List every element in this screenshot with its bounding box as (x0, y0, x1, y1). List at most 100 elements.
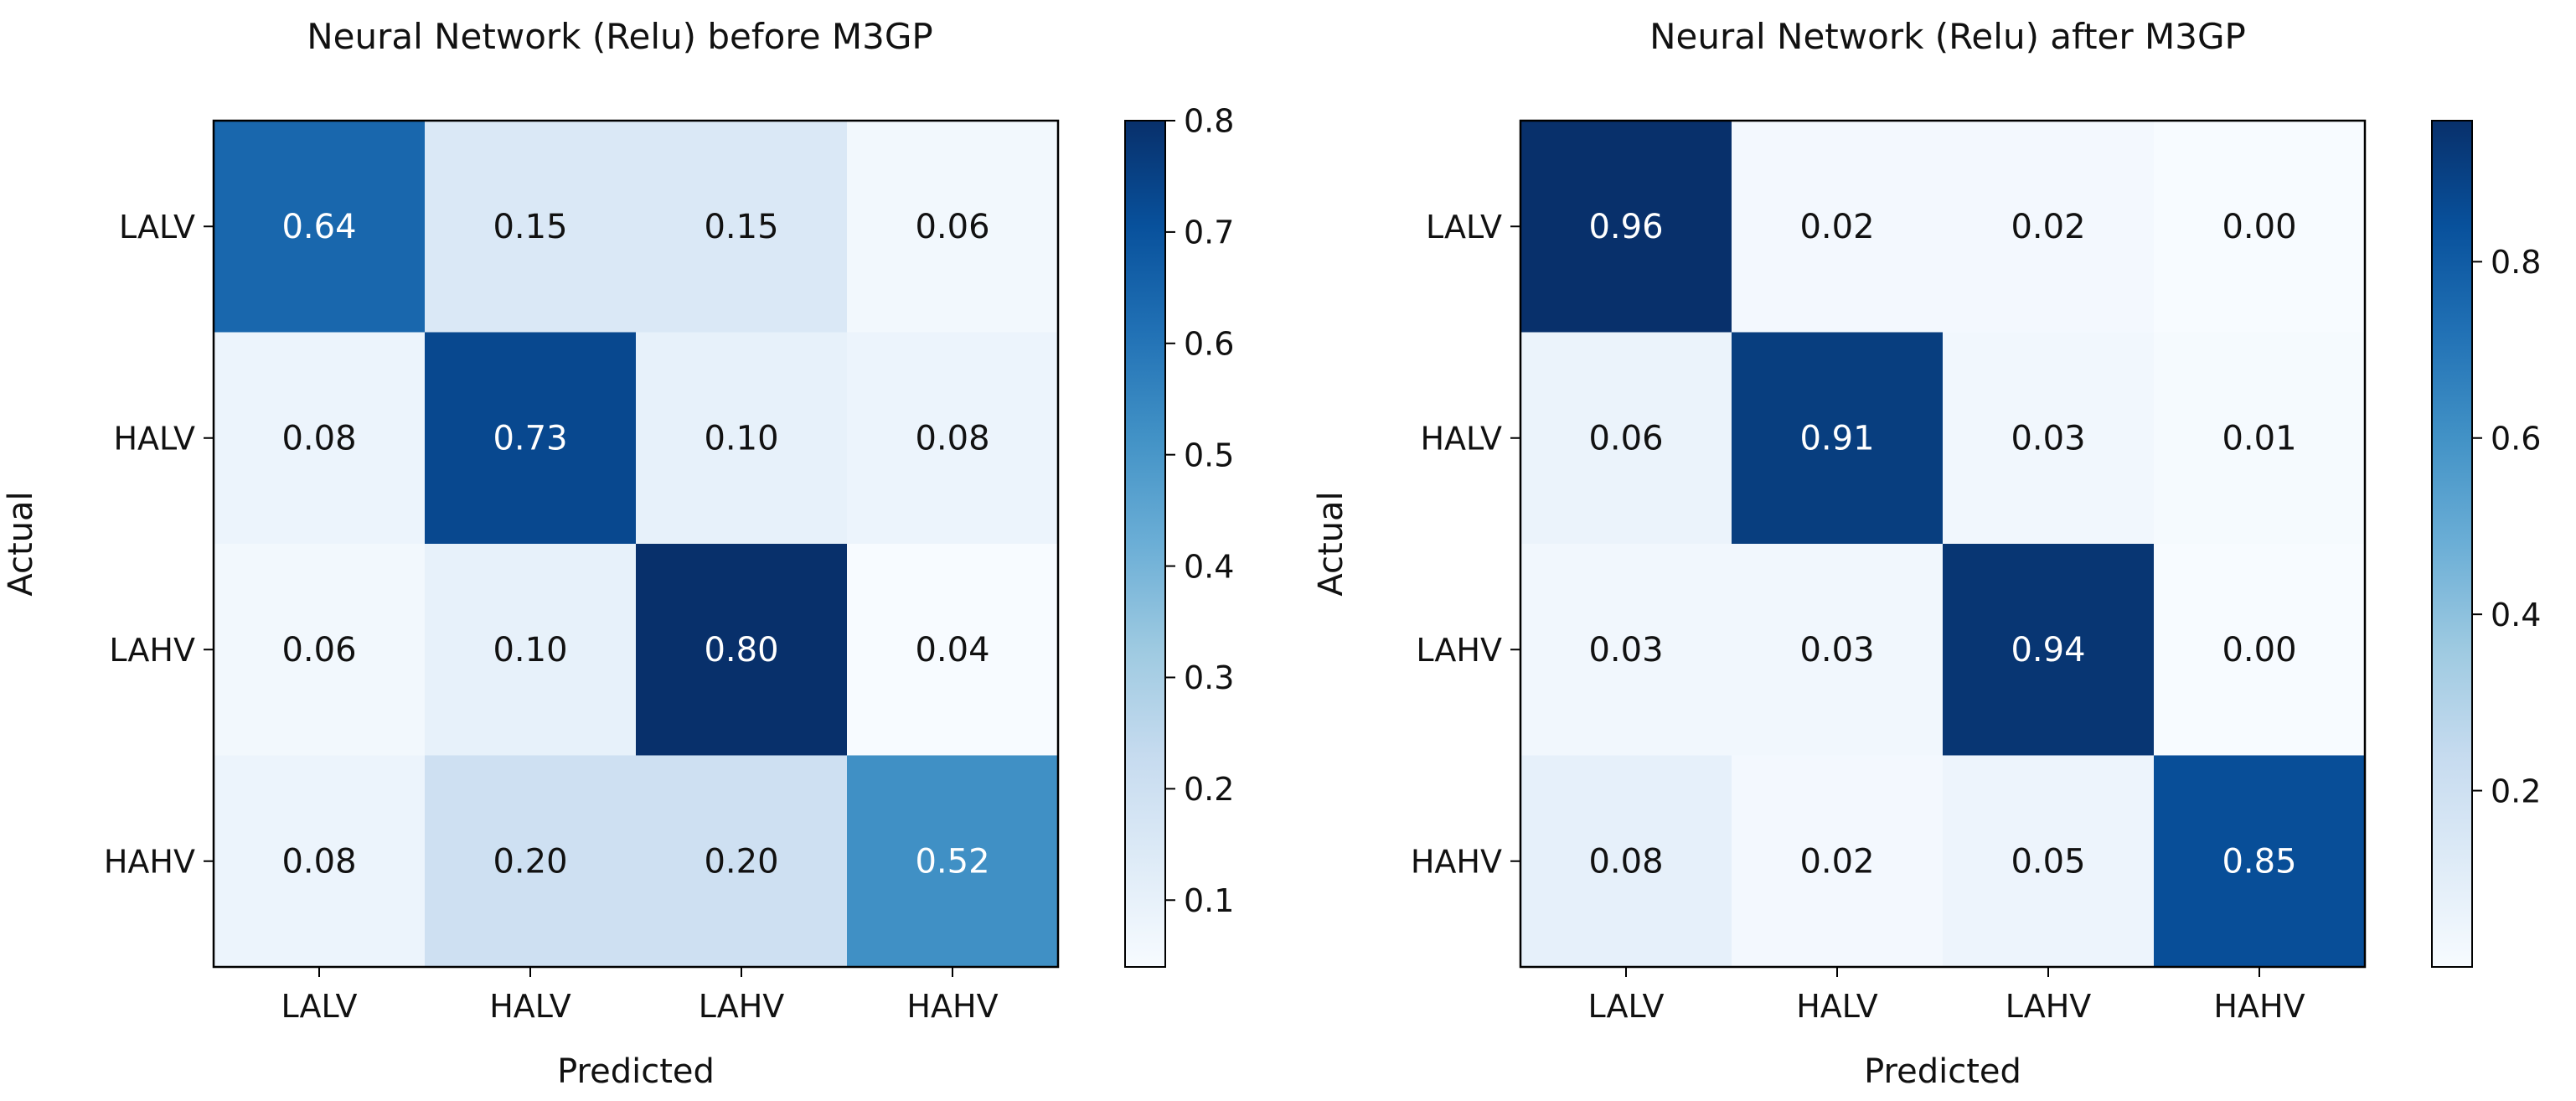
cell-value-label: 0.15 (704, 208, 778, 246)
heatmap-cell (1943, 121, 2155, 333)
heatmap-cell (847, 332, 1059, 545)
colorbar-frame (1124, 120, 1166, 968)
heatmap-cell (636, 121, 848, 333)
cell-value-label: 0.08 (1588, 842, 1663, 881)
heatmap-cell (1943, 544, 2155, 756)
cell-value-label: 0.85 (2222, 842, 2296, 881)
cell-value-label: 0.73 (493, 419, 567, 457)
cell-value-label: 0.20 (704, 842, 778, 881)
cell-value-label: 0.03 (2011, 419, 2085, 457)
colorbar-tick-label: 0.5 (1184, 437, 1234, 473)
cell-value-label: 0.10 (704, 419, 778, 457)
confusion-matrix-after: Neural Network (Relu) after M3GP 0.96 0.02… (1312, 16, 2541, 1091)
y-axis-label: Actual (2, 491, 40, 596)
heatmap-cell (2154, 121, 2366, 333)
heatmap-cell (214, 544, 426, 756)
y-axis-label: Actual (1312, 491, 1350, 596)
heatmap-cell (425, 121, 637, 333)
heatmap-cell (847, 755, 1059, 968)
heatmap-cell (2154, 755, 2366, 968)
cell-value-label: 0.91 (1799, 419, 1874, 457)
colorbar-tick-label: 0.6 (2491, 420, 2541, 457)
colorbar-tick-label: 0.7 (1184, 215, 1234, 251)
heatmap-cell (847, 544, 1059, 756)
heatmap-cell (1520, 544, 1732, 756)
cell-value-label: 0.96 (1588, 208, 1663, 246)
heatmap-cell (2154, 332, 2366, 545)
colorbar-tick-label: 0.6 (1184, 325, 1234, 362)
x-tick-label: HALV (1796, 988, 1878, 1025)
y-tick-label: LALV (1426, 209, 1502, 246)
heatmap-cell (1732, 121, 1944, 333)
y-tick-label: LAHV (1416, 632, 1502, 669)
cell-value-label: 0.02 (2011, 208, 2085, 246)
cell-value-label: 0.15 (493, 208, 567, 246)
colorbar-tick-label: 0.2 (2491, 773, 2541, 809)
heatmap-cell (1520, 121, 1732, 333)
cell-value-label: 0.06 (281, 631, 356, 669)
x-tick-label: HALV (489, 988, 571, 1025)
heatmap-cell (636, 755, 848, 968)
colorbar-gradient (2432, 121, 2472, 967)
confusion-matrix-before: Neural Network (Relu) before M3GP 0.64 0.1… (2, 16, 1234, 1091)
heatmap-cell (847, 121, 1059, 333)
heatmap-cell (1732, 544, 1944, 756)
cell-value-label: 0.00 (2222, 208, 2296, 246)
heatmap-cell (636, 332, 848, 545)
x-tick-label: LAHV (2006, 988, 2092, 1025)
colorbar-tick-label: 0.3 (1184, 659, 1234, 696)
y-tick-label: HAHV (1411, 843, 1502, 880)
x-axis-label: Predicted (1864, 1052, 2021, 1091)
colorbar-gradient (1125, 121, 1165, 967)
colorbar-frame (2431, 120, 2473, 968)
heatmap-cell (425, 544, 637, 756)
colorbar-tick-label: 0.8 (2491, 244, 2541, 281)
cell-value-label: 0.08 (281, 419, 356, 457)
cell-value-label: 0.04 (915, 631, 989, 669)
x-tick-label: LALV (281, 988, 357, 1025)
chart-title: Neural Network (Relu) before M3GP (307, 16, 933, 57)
heatmap-cell (1943, 755, 2155, 968)
colorbar-tick-label: 0.1 (1184, 882, 1234, 919)
cell-value-label: 0.80 (704, 631, 778, 669)
heatmap-cell (425, 755, 637, 968)
heatmap-cell (1732, 332, 1944, 545)
heatmap-cell (1943, 332, 2155, 545)
heatmap-cell (214, 755, 426, 968)
heatmap-cell (1732, 755, 1944, 968)
cell-value-label: 0.10 (493, 631, 567, 669)
chart-title: Neural Network (Relu) after M3GP (1649, 16, 2246, 57)
colorbar-tick-label: 0.8 (1184, 103, 1234, 140)
heatmap-cell (1520, 755, 1732, 968)
y-tick-label: LALV (119, 209, 195, 246)
colorbar-tick-label: 0.4 (1184, 548, 1234, 585)
colorbar-tick-label: 0.4 (2491, 597, 2541, 633)
cell-value-label: 0.20 (493, 842, 567, 881)
y-tick-label: HALV (1420, 420, 1502, 457)
heatmap-cell (425, 332, 637, 545)
heatmap-cell (2154, 544, 2366, 756)
y-tick-label: HAHV (104, 843, 195, 880)
axes-frame (212, 119, 1060, 969)
x-tick-label: LALV (1587, 988, 1664, 1025)
heatmap-cell (214, 332, 426, 545)
cell-value-label: 0.00 (2222, 631, 2296, 669)
cell-value-label: 0.05 (2011, 842, 2085, 881)
x-tick-label: LAHV (699, 988, 785, 1025)
cell-value-label: 0.03 (1588, 631, 1663, 669)
colorbar-tick-label: 0.2 (1184, 771, 1234, 808)
cell-value-label: 0.06 (915, 208, 989, 246)
axes-frame (1519, 119, 2367, 969)
heatmap-cell (1520, 332, 1732, 545)
cell-value-label: 0.06 (1588, 419, 1663, 457)
cell-value-label: 0.08 (915, 419, 989, 457)
x-tick-label: HAHV (906, 988, 998, 1025)
y-tick-label: LAHV (109, 632, 195, 669)
cell-value-label: 0.08 (281, 842, 356, 881)
y-tick-label: HALV (113, 420, 195, 457)
cell-value-label: 0.01 (2222, 419, 2296, 457)
x-tick-label: HAHV (2213, 988, 2305, 1025)
cell-value-label: 0.64 (281, 208, 356, 246)
x-axis-label: Predicted (557, 1052, 715, 1091)
